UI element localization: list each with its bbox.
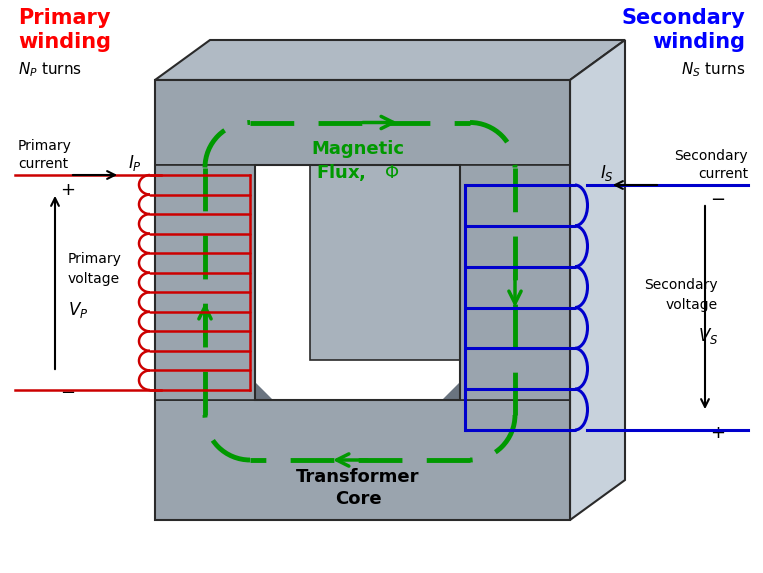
- Text: Primary: Primary: [68, 253, 122, 266]
- Polygon shape: [310, 125, 515, 360]
- Text: Core: Core: [335, 490, 382, 508]
- Text: Magnetic: Magnetic: [311, 140, 404, 158]
- Text: Secondary: Secondary: [674, 149, 748, 163]
- Text: Secondary: Secondary: [645, 277, 718, 292]
- Text: +: +: [60, 181, 76, 199]
- Text: $I_P$: $I_P$: [128, 153, 142, 173]
- Polygon shape: [255, 125, 515, 165]
- Text: current: current: [698, 167, 748, 181]
- Text: Primary: Primary: [18, 8, 111, 28]
- Text: voltage: voltage: [68, 273, 120, 286]
- Text: voltage: voltage: [666, 297, 718, 312]
- Text: $V_S$: $V_S$: [697, 325, 718, 346]
- Bar: [255, 165, 460, 400]
- Polygon shape: [155, 40, 625, 80]
- Text: winding: winding: [18, 32, 111, 52]
- Text: current: current: [18, 157, 68, 171]
- Polygon shape: [460, 165, 570, 400]
- Polygon shape: [460, 125, 515, 400]
- Polygon shape: [570, 40, 625, 520]
- Text: Primary: Primary: [18, 139, 72, 153]
- Polygon shape: [155, 165, 255, 400]
- Polygon shape: [155, 80, 570, 165]
- Text: winding: winding: [652, 32, 745, 52]
- Text: −: −: [60, 384, 76, 402]
- Text: +: +: [710, 424, 726, 442]
- Text: Secondary: Secondary: [621, 8, 745, 28]
- Polygon shape: [442, 382, 460, 400]
- Text: −: −: [710, 191, 726, 209]
- Polygon shape: [255, 382, 273, 400]
- Text: Flux,   $\Phi$: Flux, $\Phi$: [316, 162, 400, 183]
- Polygon shape: [155, 400, 570, 520]
- Text: $I_S$: $I_S$: [600, 163, 614, 183]
- Text: $N_S$ turns: $N_S$ turns: [681, 60, 745, 79]
- Bar: [155, 80, 570, 520]
- Text: $V_P$: $V_P$: [68, 300, 89, 320]
- Text: $N_P$ turns: $N_P$ turns: [18, 60, 82, 79]
- Text: Transformer: Transformer: [296, 468, 420, 486]
